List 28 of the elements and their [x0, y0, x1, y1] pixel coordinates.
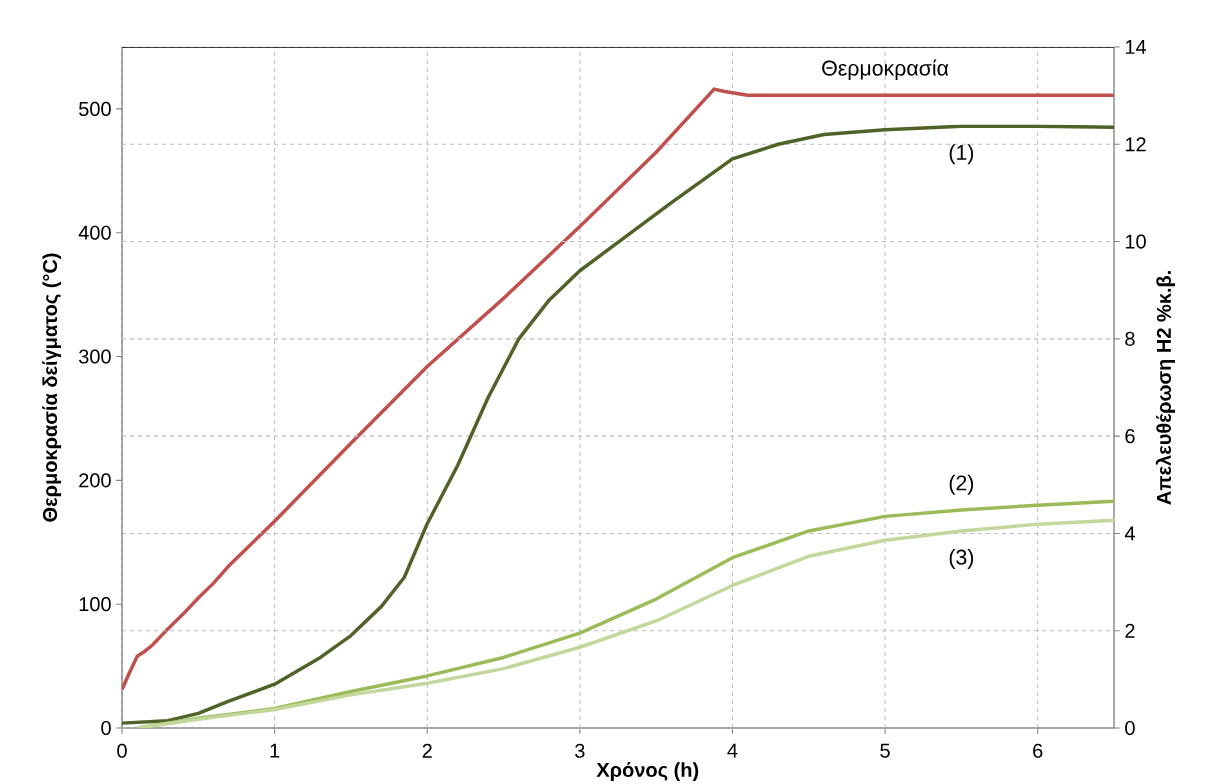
- y-tick-label: 0: [101, 720, 111, 736]
- y-tick-label: 500: [79, 101, 111, 116]
- y2-tick-label: 10: [1125, 234, 1146, 249]
- y-tick-label: 200: [79, 473, 111, 488]
- series-label: Θερμοκρασία: [822, 59, 949, 80]
- y2-tick-label: 0: [1125, 720, 1135, 736]
- x-tick-label: 2: [422, 743, 432, 758]
- y-tick-label: 100: [79, 597, 111, 612]
- x-tick-label: 0: [117, 743, 127, 758]
- y2-tick-label: 4: [1124, 526, 1135, 541]
- x-tick-label: 3: [575, 743, 585, 758]
- y2-tick-label: 14: [1125, 40, 1147, 54]
- y-tick-label: 400: [78, 225, 111, 240]
- x-axis-title: Χρόνος (h): [596, 762, 699, 781]
- y2-tick-label: 6: [1125, 429, 1135, 444]
- y2-tick-label: 2: [1125, 623, 1135, 638]
- y-tick-label: 300: [78, 349, 111, 364]
- x-tick-label: 4: [727, 743, 738, 758]
- x-tick-label: 1: [270, 743, 280, 758]
- series-label: (2): [949, 474, 974, 495]
- y2-tick-label: 12: [1125, 137, 1146, 152]
- series-label: (3): [949, 549, 974, 569]
- y-axis-title: Θερμοκρασία δείγματος (°C): [42, 253, 62, 522]
- y2-tick-label: 8: [1125, 331, 1135, 346]
- x-tick-label: 6: [1033, 743, 1043, 758]
- series-label: (1): [949, 144, 974, 165]
- x-tick-label: 5: [880, 743, 890, 758]
- y2-axis-title: Απελευθέρωση H2 %κ.β.: [1155, 271, 1175, 505]
